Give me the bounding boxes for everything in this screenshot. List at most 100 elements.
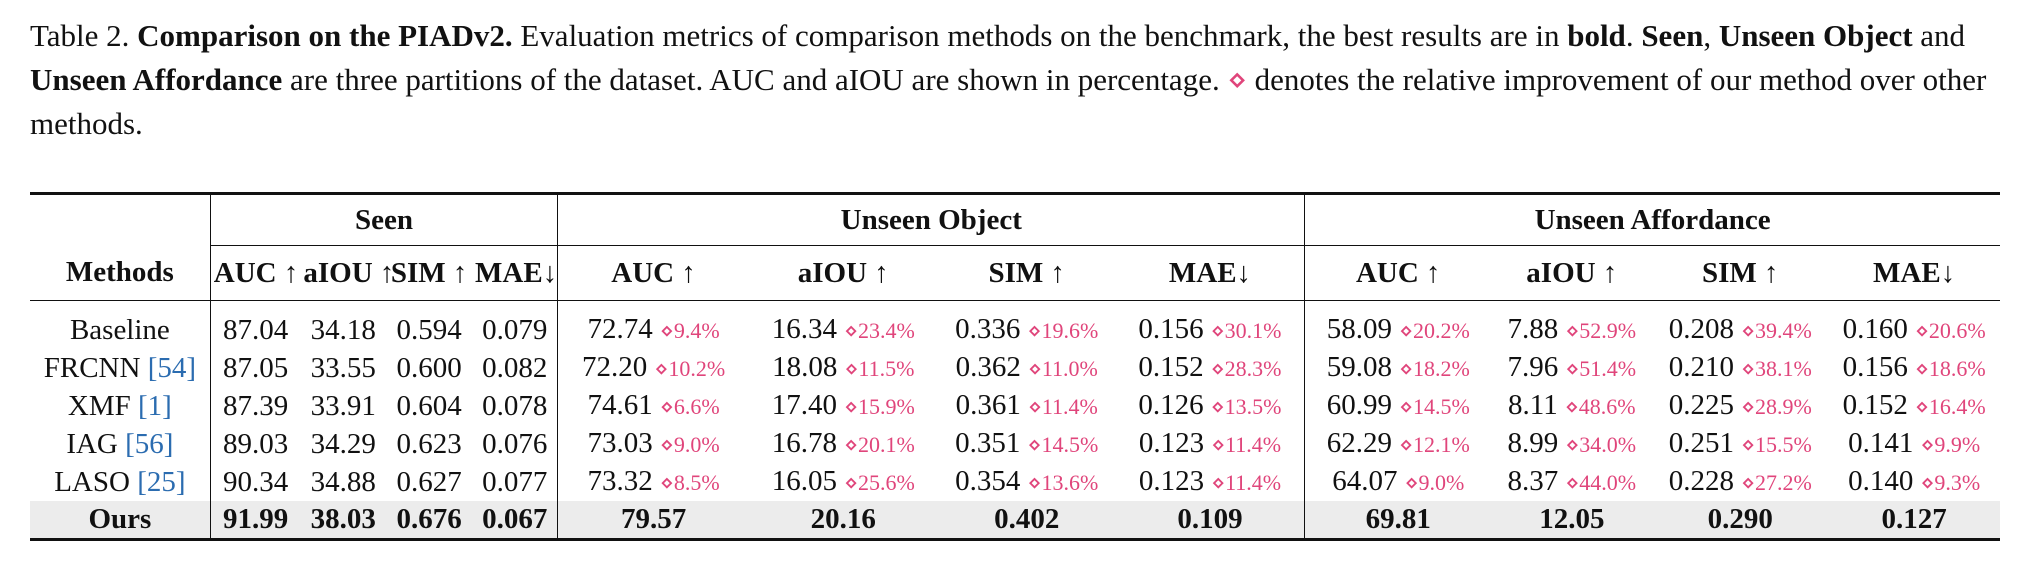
- caption-bold-word: bold: [1567, 18, 1626, 53]
- aff-value-cell: 0.141 ⋄9.9%: [1828, 425, 2000, 463]
- metric-value: 7.96: [1507, 351, 1559, 383]
- caption-text-3: denotes the relative improvement of our …: [30, 62, 1987, 141]
- improvement-badge: ⋄18.2%: [1399, 356, 1470, 381]
- table-row: Baseline 87.04 34.18 0.594 0.079 72.74 ⋄9.4% 1…: [30, 300, 2000, 350]
- aff-value-cell: 0.140 ⋄9.3%: [1828, 463, 2000, 501]
- improvement-badge: ⋄48.6%: [1564, 394, 1636, 419]
- obj-value-cell: 73.32 ⋄8.5%: [557, 463, 749, 501]
- improvement-badge: ⋄20.1%: [844, 432, 915, 457]
- improvement-badge: ⋄15.5%: [1741, 432, 1812, 457]
- group-header-unseen-object: Unseen Object: [557, 192, 1305, 246]
- metric-value: 72.20: [582, 351, 648, 383]
- aff-value-cell: 8.99 ⋄34.0%: [1491, 425, 1652, 463]
- results-body: Baseline 87.04 34.18 0.594 0.079 72.74 ⋄9.4% 1…: [30, 300, 2000, 541]
- seen-value-cell: 0.077: [482, 465, 548, 498]
- methods-header: Methods: [30, 245, 211, 301]
- metric-value: 73.03: [587, 427, 653, 459]
- aff-value-cell: 0.160 ⋄20.6%: [1828, 301, 2000, 350]
- improvement-badge: ⋄9.3%: [1920, 470, 1981, 495]
- col-header-aff-1: aIOU ↑: [1491, 245, 1653, 301]
- obj-value-cell: 0.336 ⋄19.6%: [938, 301, 1116, 350]
- obj-value-cell: 16.78 ⋄20.1%: [749, 425, 938, 463]
- metric-value: 0.228: [1668, 465, 1734, 497]
- improvement-badge: ⋄34.0%: [1565, 432, 1637, 457]
- aff-value-cell: 8.11 ⋄48.6%: [1491, 387, 1652, 425]
- metric-value: 74.61: [587, 389, 653, 421]
- col-header-seen-2: SIM ↑: [386, 245, 473, 301]
- citation-link[interactable]: [54]: [147, 351, 197, 384]
- method-name-cell: FRCNN [54]: [30, 349, 210, 387]
- metric-value: 16.78: [771, 427, 837, 459]
- method-name: LASO: [54, 465, 130, 498]
- ours-obj-value-cell: 0.109: [1115, 501, 1305, 541]
- improvement-badge: ⋄19.6%: [1027, 318, 1099, 343]
- column-header-row: Methods AUC ↑ aIOU ↑ SIM ↑ MAE↓ AUC ↑ aIOU ↑ S…: [30, 245, 2000, 301]
- citation-link[interactable]: [1]: [138, 389, 172, 422]
- improvement-badge: ⋄9.9%: [1920, 432, 1981, 457]
- ours-seen-value-cell: 38.03: [300, 501, 387, 541]
- seen-value-cell: 34.29: [310, 427, 376, 460]
- caption-text-2: are three partitions of the dataset. AUC…: [290, 62, 1220, 97]
- diamond-icon: ⋄: [1227, 62, 1247, 97]
- seen-value-cell: 87.05: [209, 349, 301, 387]
- obj-value-cell: 0.351 ⋄14.5%: [938, 425, 1116, 463]
- table-row: LASO [25] 90.34 34.88 0.627 0.077 73.32 ⋄8.5%…: [30, 463, 2000, 501]
- seen-value-cell: 0.600: [396, 351, 462, 384]
- col-header-seen-0: AUC ↑: [209, 245, 301, 301]
- seen-value-cell: 87.04: [209, 300, 301, 349]
- metric-value: 59.08: [1326, 351, 1392, 383]
- obj-value-cell: 17.40 ⋄15.9%: [749, 387, 938, 425]
- seen-value-cell: 0.079: [482, 313, 548, 346]
- obj-value-cell: 0.126 ⋄13.5%: [1116, 387, 1305, 425]
- improvement-badge: ⋄9.0%: [660, 432, 720, 457]
- metric-value: 64.07: [1332, 465, 1398, 497]
- metric-value: 0.123: [1138, 427, 1205, 459]
- improvement-badge: ⋄11.0%: [1028, 356, 1098, 381]
- results-table: Seen Unseen Object Unseen Affordance Met…: [30, 192, 2000, 541]
- metric-value: 8.11: [1508, 389, 1558, 421]
- metric-value: 0.208: [1668, 313, 1734, 345]
- seen-value-cell: 0.078: [482, 389, 548, 422]
- citation-link[interactable]: [25]: [137, 465, 186, 498]
- aff-value-cell: 0.251 ⋄15.5%: [1652, 425, 1828, 463]
- metric-value: 60.99: [1326, 389, 1392, 421]
- method-name: FRCNN: [43, 351, 141, 384]
- improvement-badge: ⋄11.4%: [1211, 432, 1282, 457]
- table-row: IAG [56] 89.03 34.29 0.623 0.076 73.03 ⋄9.0% 1…: [30, 425, 2000, 463]
- improvement-badge: ⋄12.1%: [1399, 432, 1470, 457]
- method-name: XMF: [67, 389, 131, 422]
- aff-value-cell: 0.210 ⋄38.1%: [1652, 349, 1828, 387]
- aff-value-cell: 59.08 ⋄18.2%: [1304, 349, 1492, 387]
- obj-value-cell: 0.123 ⋄11.4%: [1116, 425, 1305, 463]
- seen-value-cell: 0.594: [396, 313, 462, 346]
- seen-value-cell: 0.082: [482, 351, 548, 384]
- metric-value: 7.88: [1507, 313, 1559, 345]
- caption-label: Table 2.: [30, 18, 130, 53]
- improvement-badge: ⋄39.4%: [1741, 318, 1812, 343]
- aff-value-cell: 64.07 ⋄9.0%: [1304, 463, 1492, 501]
- table-row: XMF [1] 87.39 33.91 0.604 0.078 74.61 ⋄6.6% 17…: [30, 387, 2000, 425]
- seen-value-cell: 34.88: [310, 465, 376, 498]
- metric-value: 16.05: [771, 465, 837, 497]
- ours-obj-value-cell: 20.16: [748, 501, 938, 541]
- col-header-seen-3: MAE↓: [472, 245, 558, 301]
- metric-value: 8.37: [1507, 465, 1559, 497]
- improvement-badge: ⋄18.6%: [1915, 356, 1986, 381]
- aff-value-cell: 60.99 ⋄14.5%: [1304, 387, 1492, 425]
- improvement-badge: ⋄8.5%: [660, 470, 720, 495]
- improvement-badge: ⋄44.0%: [1565, 470, 1637, 495]
- metric-value: 0.210: [1668, 351, 1734, 383]
- metric-value: 8.99: [1507, 427, 1559, 459]
- improvement-badge: ⋄6.6%: [660, 394, 720, 419]
- group-header-seen: Seen: [209, 192, 558, 246]
- method-name-cell: LASO [25]: [30, 463, 210, 501]
- citation-link[interactable]: [56]: [125, 427, 174, 460]
- metric-value: 0.361: [955, 389, 1021, 421]
- improvement-badge: ⋄38.1%: [1741, 356, 1812, 381]
- obj-value-cell: 0.361 ⋄11.4%: [938, 387, 1116, 425]
- col-header-seen-1: aIOU ↑: [300, 245, 394, 301]
- metric-value: 0.354: [955, 465, 1021, 497]
- metric-value: 0.336: [955, 313, 1021, 345]
- improvement-badge: ⋄28.9%: [1741, 394, 1812, 419]
- seen-value-cell: 33.55: [310, 351, 376, 384]
